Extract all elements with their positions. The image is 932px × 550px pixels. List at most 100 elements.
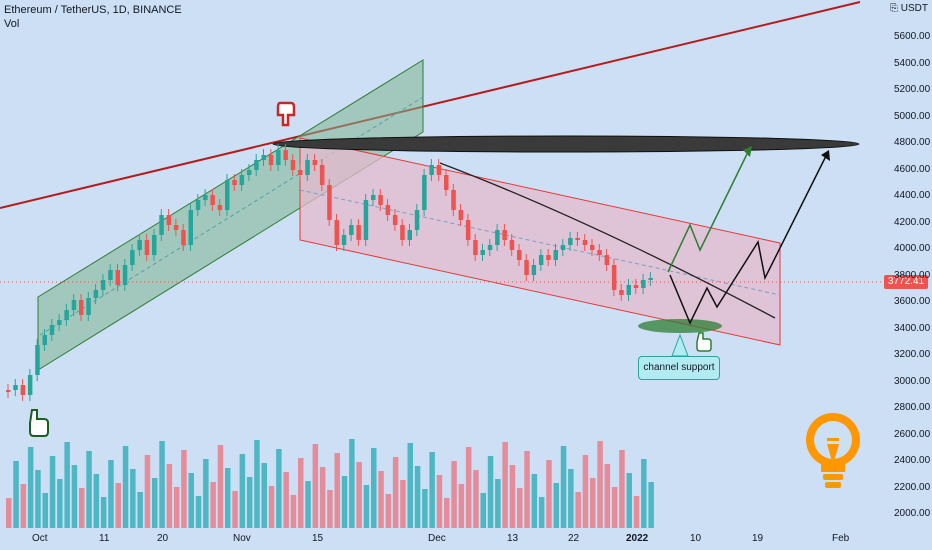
volume-bar: [648, 482, 654, 528]
candle-body: [597, 250, 602, 255]
candle-body: [538, 255, 544, 265]
candle-body: [509, 240, 515, 250]
volume-bar: [188, 473, 194, 528]
candle-body: [392, 215, 398, 225]
candle-body: [611, 265, 617, 290]
candle-body: [42, 335, 47, 345]
volume-bar: [283, 472, 289, 528]
resistance-trendline[interactable]: [0, 1, 861, 209]
volume-bar: [575, 492, 581, 528]
time-axis-label: Oct: [32, 533, 48, 544]
volume-bar: [641, 459, 647, 528]
volume-bar: [254, 440, 260, 528]
candle-body: [152, 235, 157, 255]
candle-body: [6, 390, 11, 392]
volume-bar: [597, 441, 603, 528]
candle-body: [473, 240, 478, 255]
candle-body: [546, 255, 551, 260]
support-zone[interactable]: [638, 319, 722, 333]
volume-bar: [356, 462, 362, 528]
volume-bar: [327, 490, 333, 528]
volume-bar: [407, 443, 413, 528]
candle-body: [188, 210, 193, 245]
candle-body: [619, 290, 624, 295]
volume-bar: [27, 447, 34, 528]
candle-body: [400, 225, 405, 240]
volume-indicator-label[interactable]: Vol: [4, 18, 20, 30]
candle-body: [232, 180, 237, 185]
price-axis-label: 3400.00: [894, 322, 931, 334]
channel-support-callout[interactable]: channel support: [638, 356, 720, 380]
projection-green-arrowhead: [743, 146, 752, 157]
candle-body: [626, 285, 631, 295]
price-axis-label: 2600.00: [894, 428, 931, 440]
volume-bar: [49, 456, 56, 528]
candle-body: [159, 215, 164, 235]
candle-body: [531, 265, 537, 275]
volume-bar: [108, 460, 114, 528]
price-axis-label: 4800.00: [894, 137, 931, 148]
candle-body: [319, 165, 325, 185]
candle-body: [407, 230, 412, 240]
volume-bar: [363, 485, 370, 528]
volume-bar: [414, 466, 421, 528]
time-axis-label: 10: [690, 533, 702, 544]
projection-green[interactable]: [667, 151, 749, 273]
volume-bar: [20, 484, 27, 528]
volume-bar: [93, 474, 100, 528]
candle-body: [363, 200, 369, 240]
currency-tag[interactable]: ⎘ USDT: [890, 3, 928, 14]
volume-bar: [524, 451, 530, 528]
candle-body: [203, 195, 208, 200]
volume-bar: [553, 483, 559, 528]
volume-bar: [35, 470, 41, 528]
price-axis-label: 5600.00: [894, 31, 931, 42]
candle-body: [422, 175, 427, 210]
price-axis-label: 2200.00: [894, 481, 931, 493]
time-axis-label: 20: [157, 533, 169, 544]
volume-bar: [517, 488, 523, 528]
volume-bar: [130, 469, 136, 528]
projection-black[interactable]: [669, 155, 827, 325]
candle-body: [137, 240, 142, 250]
volume-bar: [590, 478, 596, 528]
time-axis-label: Feb: [832, 533, 850, 544]
time-axis-label: 22: [568, 533, 580, 544]
resistance-zone[interactable]: [272, 135, 860, 153]
volume-bar: [444, 498, 450, 528]
candle-body: [225, 180, 230, 210]
volume-bar: [546, 460, 552, 528]
volume-bar: [276, 449, 282, 528]
volume-bar: [502, 442, 508, 528]
volume-bar: [57, 479, 63, 528]
volume-bar: [290, 495, 297, 528]
candle-body: [414, 210, 420, 230]
currency-icon: ⎘: [889, 3, 901, 14]
volume-bar: [582, 455, 589, 528]
price-axis-label: 2400.00: [894, 455, 931, 466]
volume-bar: [487, 456, 494, 528]
candle-body: [181, 230, 186, 245]
candle-body: [429, 165, 434, 175]
symbol-title[interactable]: Ethereum / TetherUS, 1D, BINANCE: [4, 4, 182, 16]
candle-body: [341, 235, 347, 245]
candle-body: [166, 215, 172, 225]
candle-body: [79, 300, 84, 315]
descending-channel[interactable]: [299, 137, 781, 346]
candle-body: [356, 225, 361, 240]
candle-body: [451, 190, 456, 210]
candle-body: [298, 170, 303, 175]
candle-body: [524, 260, 529, 275]
candle-body: [217, 205, 223, 210]
candle-body: [436, 165, 442, 175]
candle-body: [553, 250, 558, 260]
volume-bar: [465, 447, 472, 528]
candle-body: [444, 175, 449, 190]
hand-pointer-icon: [29, 409, 49, 437]
candle-body: [283, 150, 288, 160]
candle-body: [57, 320, 62, 325]
price-axis-label: 2000.00: [894, 508, 931, 519]
volume-bar: [298, 458, 304, 528]
candle-body: [100, 280, 106, 290]
